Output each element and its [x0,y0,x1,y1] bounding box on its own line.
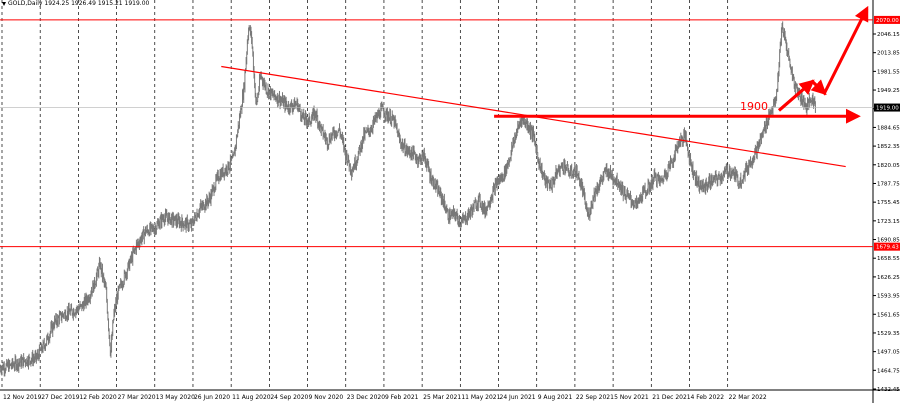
y-tick-label: 1561.65 [877,312,900,318]
x-tick-label: 21 Dec 2021 [652,394,691,401]
current-price-badge [874,103,900,112]
y-tick-label: 1949.25 [877,88,900,94]
x-tick-label: 27 Mar 2020 [118,394,156,401]
x-tick-label: 12 Feb 2020 [79,394,117,401]
y-tick-label: 1529.35 [877,331,900,337]
x-tick-label: 4 Feb 2022 [690,394,724,401]
ohlc-values: 1924.25 1926.49 1915.21 1919.00 [44,0,150,7]
x-tick-label: 11 May 2021 [461,394,500,401]
y-tick-label: 1658.55 [877,256,900,262]
x-tick-label: 25 Mar 2021 [423,394,461,401]
x-tick-label: 13 May 2020 [156,394,195,401]
level-badge-label: 2070.00 [876,18,899,24]
x-tick-label: 5 Nov 2021 [614,394,649,401]
y-tick-label: 1787.75 [877,181,900,187]
instrument-header: GOLD,Daily 1924.25 1926.49 1915.21 1919.… [2,0,149,7]
y-tick-label: 1755.45 [877,200,900,206]
y-tick-label: 1464.75 [877,368,900,374]
dropdown-triangle-icon[interactable] [2,1,6,6]
y-tick-label: 1981.55 [877,69,900,75]
level-1900-label: 1900 [740,100,768,113]
x-tick-label: 9 Feb 2021 [385,394,419,401]
y-tick-label: 1852.35 [877,144,900,150]
level-badge-label: 1679.43 [876,245,899,251]
x-tick-label: 9 Aug 2021 [538,394,573,401]
level-badge [874,15,900,24]
x-tick-label: 23 Dec 2020 [347,394,386,401]
y-tick-label: 1497.05 [877,350,900,356]
x-tick-label: 11 Aug 2020 [232,394,271,401]
y-tick-label: 2013.85 [877,51,900,57]
x-tick-label: 22 Mar 2022 [729,394,767,401]
level-badge [874,242,900,251]
x-tick-label: 24 Sep 2020 [270,394,308,401]
y-tick-label: 1723.15 [877,219,900,225]
y-tick-label: 1593.95 [877,294,900,300]
timeframe-label: Daily [27,0,43,7]
symbol-label: GOLD [8,0,26,7]
x-tick-label: 26 Jun 2020 [194,394,230,401]
x-tick-label: 9 Nov 2020 [309,394,344,401]
y-tick-label: 1432.45 [877,387,900,393]
y-tick-label: 1690.85 [877,238,900,244]
x-tick-label: 27 Dec 2019 [41,394,80,401]
y-tick-label: 1884.65 [877,125,900,131]
forecast-up-arrow [778,79,815,112]
y-tick-label: 2046.15 [877,32,900,38]
y-tick-label: 1626.25 [877,275,900,281]
x-tick-label: 24 Jun 2021 [500,394,536,401]
forecast-down-arrow [810,79,827,96]
y-tick-label: 1820.05 [877,163,900,169]
current-price-label: 1919.00 [876,106,899,112]
x-tick-label: 12 Nov 2019 [3,394,42,401]
x-tick-label: 22 Sep 2021 [576,394,614,401]
